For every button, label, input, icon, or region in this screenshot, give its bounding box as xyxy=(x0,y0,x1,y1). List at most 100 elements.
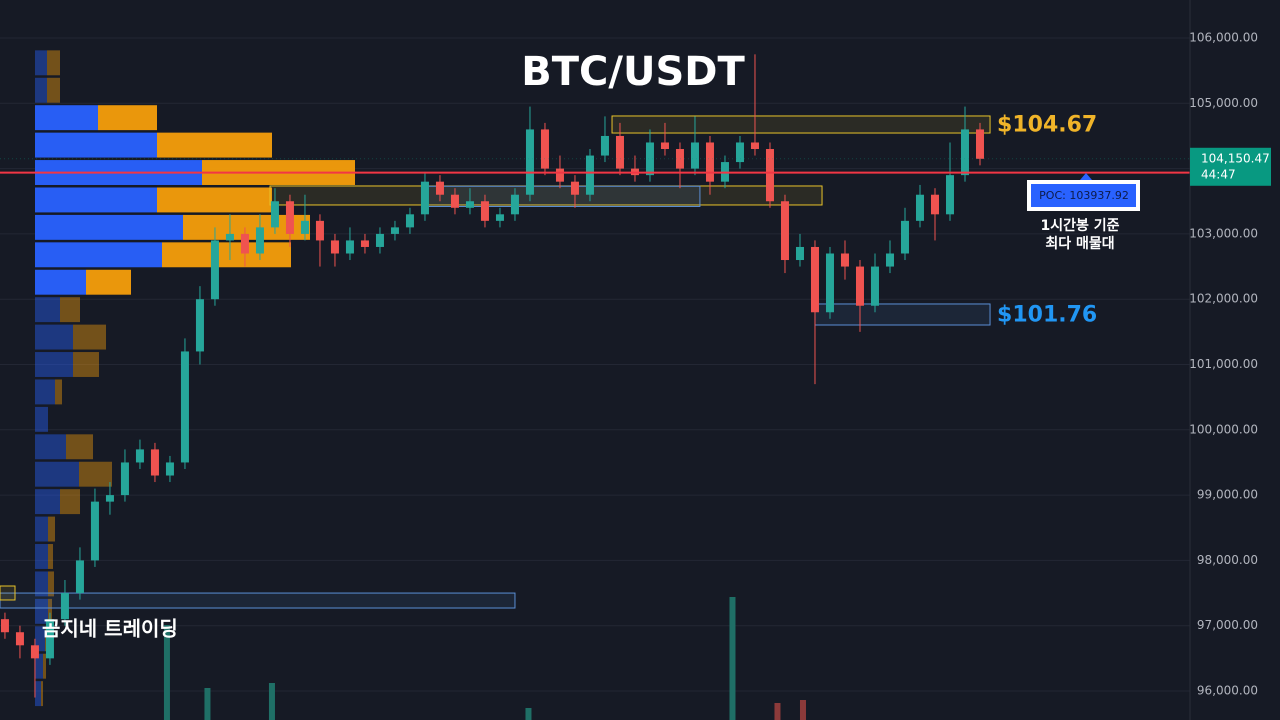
candle-body xyxy=(450,194,459,208)
profile-sell xyxy=(48,516,55,542)
candle-body xyxy=(165,462,174,476)
candle-body xyxy=(315,220,324,241)
candle-body xyxy=(60,593,69,620)
candle-body xyxy=(345,240,354,254)
y-tick-label: 96,000.00 xyxy=(1197,684,1258,698)
candle-body xyxy=(735,142,744,163)
y-tick-label: 100,000.00 xyxy=(1189,422,1258,436)
candle-body xyxy=(75,560,84,594)
profile-buy xyxy=(35,324,73,350)
profile-buy xyxy=(35,352,73,377)
profile-buy xyxy=(35,626,45,652)
candle-body xyxy=(810,246,819,313)
candle-body xyxy=(195,299,204,352)
candle-body xyxy=(705,142,714,182)
candle-body xyxy=(90,501,99,561)
profile-sell xyxy=(79,461,112,487)
candle-body xyxy=(765,149,774,202)
profile-buy xyxy=(35,297,60,323)
profile-sell xyxy=(98,105,157,131)
annotation: 1시간봉 기준 xyxy=(1040,217,1119,234)
profile-buy xyxy=(35,379,55,405)
volume-profile xyxy=(35,50,355,707)
profile-sell xyxy=(157,187,272,213)
volume-bars xyxy=(163,597,806,720)
profile-buy xyxy=(35,214,183,240)
candle-body xyxy=(915,194,924,221)
y-tick-label: 103,000.00 xyxy=(1189,226,1258,240)
candle-body xyxy=(945,175,954,215)
price-countdown: 44:47 xyxy=(1201,167,1236,181)
candle-body xyxy=(120,462,129,496)
profile-sell xyxy=(157,132,272,158)
candle-body xyxy=(870,266,879,306)
profile-buy xyxy=(35,132,157,158)
zone xyxy=(611,115,991,134)
profile-sell xyxy=(48,598,52,624)
candle-body xyxy=(420,181,429,215)
profile-buy xyxy=(35,269,86,295)
candle-body xyxy=(675,149,684,169)
profile-buy xyxy=(35,681,41,707)
candle-body xyxy=(465,201,474,208)
profile-buy xyxy=(35,544,48,569)
candle-body xyxy=(600,135,609,156)
candle-body xyxy=(405,214,414,228)
candle-body xyxy=(615,135,624,169)
candle-body xyxy=(525,129,534,195)
profile-sell xyxy=(41,681,43,707)
profile-sell xyxy=(48,544,53,569)
annotation: 최다 매물대 xyxy=(1045,236,1114,252)
profile-buy xyxy=(35,77,47,103)
candle-body xyxy=(105,495,114,502)
candle-body xyxy=(795,246,804,261)
candle-body xyxy=(960,129,969,176)
volume-bar xyxy=(525,708,532,720)
candle-body xyxy=(900,220,909,254)
candle-body xyxy=(45,619,54,659)
profile-sell xyxy=(60,489,80,515)
candle-body xyxy=(660,142,669,150)
volume-bar xyxy=(774,703,781,720)
candle-body xyxy=(300,220,309,234)
candle-body xyxy=(240,233,249,254)
candle-body xyxy=(0,619,9,633)
profile-buy xyxy=(35,571,48,597)
profile-sell xyxy=(43,653,46,679)
candle-body xyxy=(750,142,759,150)
candle-body xyxy=(360,240,369,247)
candle-body xyxy=(840,253,849,267)
candle-body xyxy=(135,449,144,463)
poc-label: POC: 103937.92 xyxy=(1039,189,1129,202)
y-tick-label: 97,000.00 xyxy=(1197,618,1258,632)
candle-body xyxy=(975,129,984,159)
y-tick-label: 106,000.00 xyxy=(1189,31,1258,45)
candle-body xyxy=(150,449,159,476)
zone xyxy=(814,303,991,326)
candle-body xyxy=(495,214,504,221)
volume-bar xyxy=(204,688,211,720)
candle-body xyxy=(780,201,789,261)
candle-body xyxy=(180,351,189,463)
profile-buy xyxy=(35,516,48,542)
candle-body xyxy=(390,227,399,234)
profile-buy xyxy=(35,242,162,268)
profile-buy xyxy=(35,653,43,679)
profile-sell xyxy=(162,242,291,268)
candle-body xyxy=(825,253,834,313)
profile-buy xyxy=(35,434,66,460)
profile-sell xyxy=(47,77,60,103)
profile-buy xyxy=(35,105,98,131)
candle-body xyxy=(375,233,384,247)
y-tick-label: 102,000.00 xyxy=(1189,292,1258,306)
zone xyxy=(0,592,516,609)
watermark: 곰지네 트레이딩 xyxy=(42,617,178,641)
candle-body xyxy=(225,233,234,241)
profile-sell xyxy=(73,352,99,377)
zone xyxy=(0,585,16,601)
profile-sell xyxy=(66,434,93,460)
candle-body xyxy=(645,142,654,176)
